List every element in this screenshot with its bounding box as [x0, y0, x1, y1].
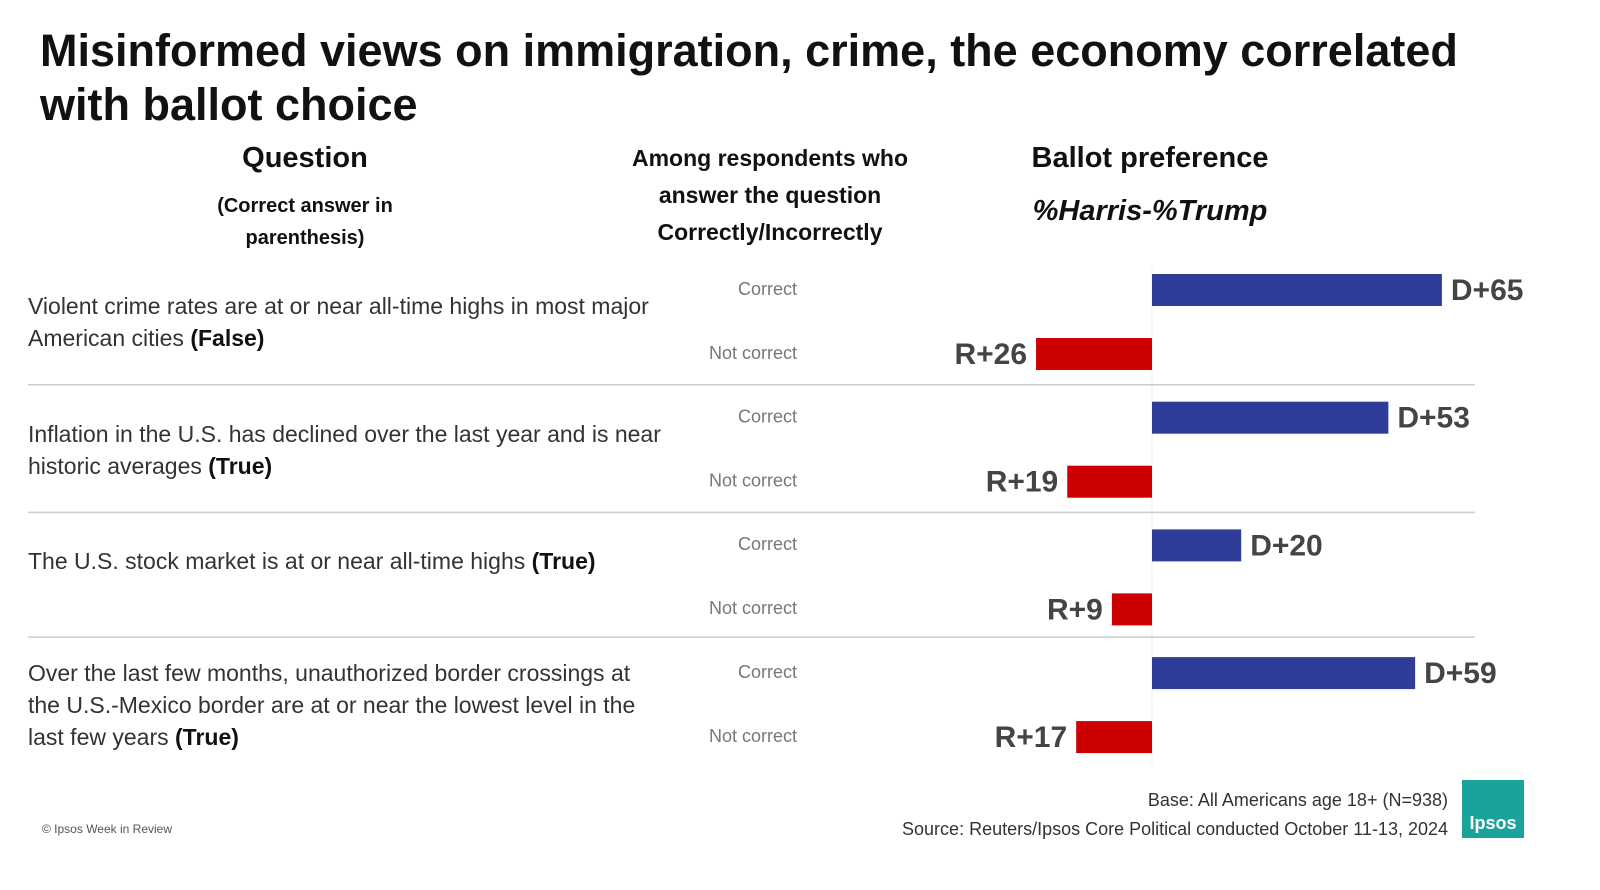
- bar: [1067, 465, 1152, 498]
- row-label: Correct: [738, 534, 797, 554]
- value-label: R+26: [954, 338, 1027, 371]
- question-answer: (False): [190, 325, 265, 351]
- source-note: Source: Reuters/Ipsos Core Political con…: [902, 819, 1448, 839]
- row-label: Not correct: [709, 470, 797, 490]
- question-text: Over the last few months, unauthorized b…: [28, 660, 636, 751]
- header-respondents: Among respondents who answer the questio…: [632, 145, 908, 245]
- base-note: Base: All Americans age 18+ (N=938): [1147, 790, 1448, 810]
- value-label: D+59: [1424, 657, 1497, 690]
- row-label: Not correct: [709, 726, 797, 746]
- copyright: © Ipsos Week in Review: [42, 822, 173, 836]
- question-text: Violent crime rates are at or near all-t…: [28, 293, 649, 351]
- logo-text: Ipsos: [1469, 813, 1517, 833]
- chart-title: Misinformed views on immigration, crime,…: [40, 25, 1458, 130]
- header-question: Question: [242, 142, 368, 174]
- value-label: D+65: [1451, 274, 1524, 307]
- question: Inflation in the U.S. has declined over …: [28, 418, 668, 482]
- header-ballot: Ballot preference: [1031, 142, 1269, 174]
- question-text: Inflation in the U.S. has declined over …: [28, 420, 661, 479]
- header-ballot-note: %Harris-%Trump: [1032, 195, 1268, 227]
- row-label: Correct: [738, 406, 797, 426]
- bar: [1152, 657, 1416, 690]
- row-label: Not correct: [709, 598, 797, 618]
- bar: [1152, 529, 1242, 562]
- value-label: D+53: [1397, 402, 1470, 435]
- value-label: R+19: [986, 466, 1059, 499]
- bar: [1076, 721, 1152, 754]
- value-label: R+17: [995, 721, 1068, 754]
- bar: [1036, 338, 1152, 370]
- row-label: Correct: [738, 662, 797, 682]
- question-answer: (True): [208, 452, 273, 479]
- header-question-note: (Correct answer in parenthesis): [217, 195, 393, 249]
- bar: [1152, 401, 1389, 434]
- question-answer: (True): [531, 548, 596, 575]
- question: Violent crime rates are at or near all-t…: [28, 290, 668, 354]
- logo: Ipsos: [1462, 780, 1524, 838]
- value-label: D+20: [1250, 529, 1323, 562]
- bar: [1152, 274, 1442, 306]
- question-answer: (True): [175, 724, 239, 751]
- question: Over the last few months, unauthorized b…: [28, 657, 668, 753]
- question: The U.S. stock market is at or near all-…: [28, 545, 668, 577]
- value-label: R+9: [1047, 593, 1103, 626]
- row-label: Not correct: [709, 343, 797, 363]
- question-text: The U.S. stock market is at or near all-…: [28, 548, 526, 575]
- row-label: Correct: [738, 279, 797, 299]
- bar: [1111, 593, 1152, 626]
